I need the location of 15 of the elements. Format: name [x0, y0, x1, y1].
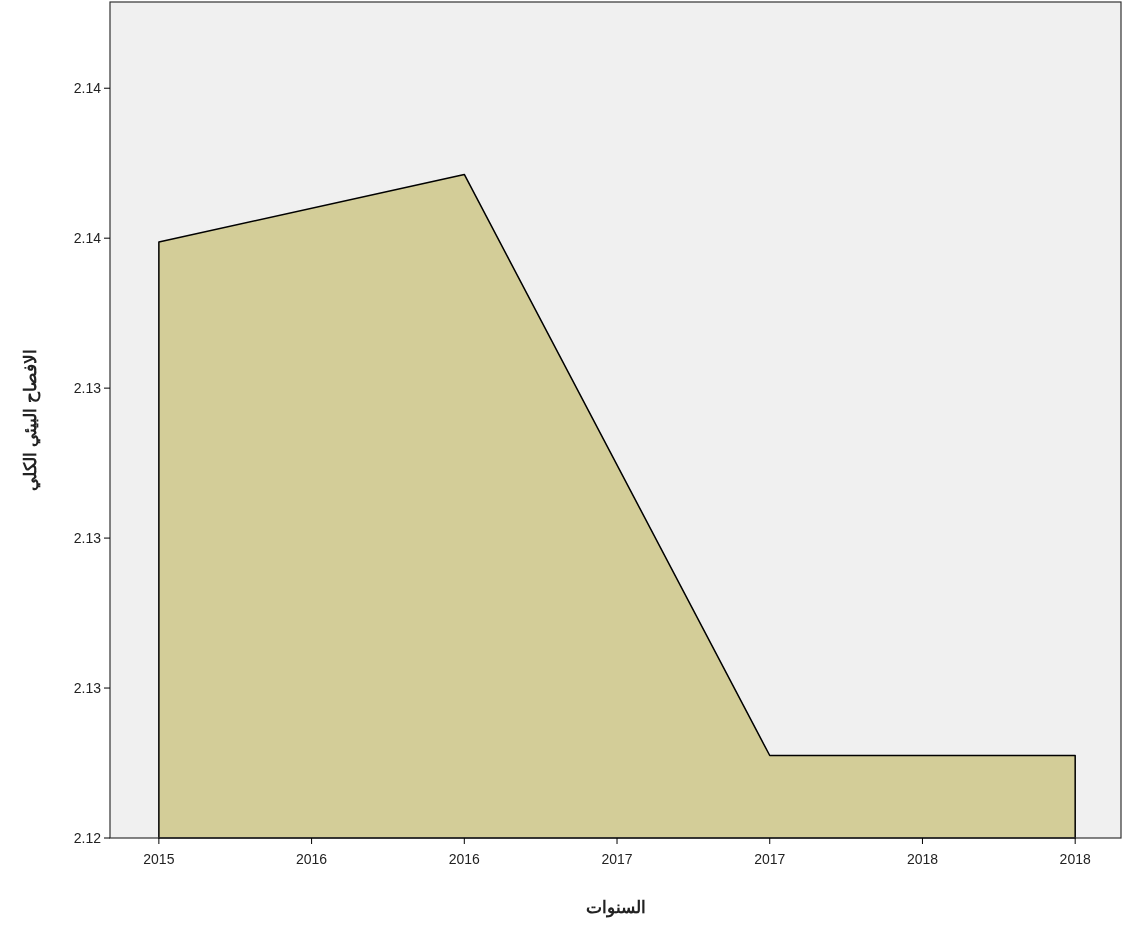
x-tick-label: 2015	[143, 851, 175, 867]
x-tick-label: 2018	[1059, 851, 1091, 867]
x-tick-label: 2017	[601, 851, 633, 867]
y-tick-label: 2.13	[73, 680, 102, 697]
x-tick-label: 2018	[906, 851, 939, 867]
y-axis-title: الافصاح البيئي الكلي	[21, 349, 41, 491]
x-tick-label: 2016	[448, 851, 481, 867]
x-axis-title: السنوات	[585, 898, 646, 918]
y-tick-label: 2.12	[73, 830, 102, 846]
y-tick-label: 2.14	[73, 80, 102, 97]
y-tick-label: 2.13	[73, 380, 102, 397]
x-tick-label: 2017	[754, 851, 786, 867]
x-tick-label: 2016	[296, 851, 328, 867]
y-tick-label: 2.14	[73, 230, 102, 247]
y-tick-label: 2.13	[73, 530, 102, 547]
